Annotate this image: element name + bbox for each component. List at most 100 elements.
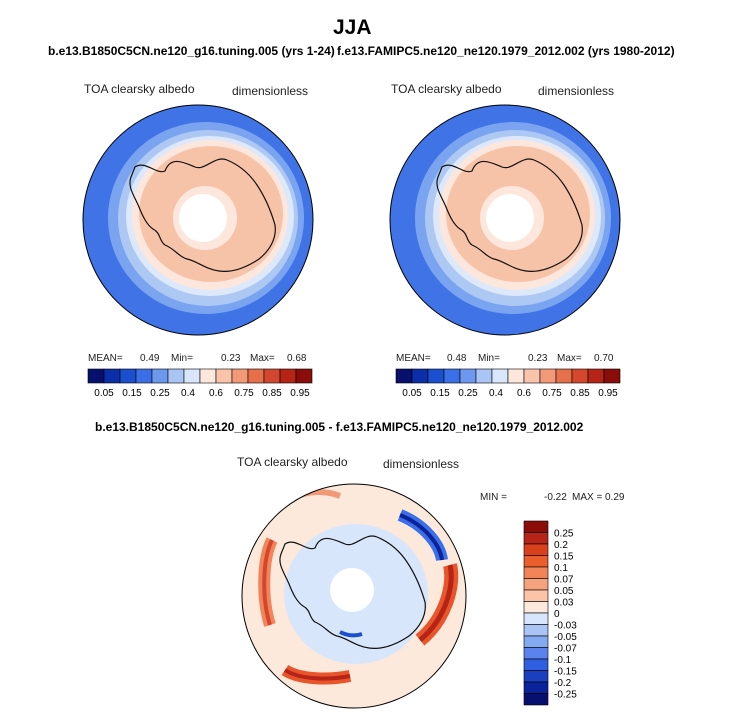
colorbar-diff-swatch [523,555,549,568]
colorbar-panel2-swatch [459,368,477,384]
colorbar-diff-swatch [523,566,549,579]
panel2-units-label: dimensionless [538,84,615,98]
colorbar-panel2-tick-label: 0.75 [542,388,562,399]
panel1-min-label: Min= [171,353,193,364]
panel3-units-label: dimensionless [383,457,460,471]
colorbar-diff: 0.250.20.150.10.070.050.030-0.03-0.05-0.… [523,520,577,706]
panel2-variable-label: TOA clearsky albedo [391,82,502,96]
colorbar-panel2-swatch [411,368,429,384]
colorbar-diff-swatch [523,670,549,683]
colorbar-panel2-swatch [587,368,605,384]
panel2-map-border [389,104,621,336]
colorbar-diff-swatch [523,589,549,602]
colorbar-diff-tick-label: -0.2 [554,678,572,689]
colorbar-diff-swatch [523,658,549,671]
diff-panel-case-title: b.e13.B1850C5CN.ne120_g16.tuning.005 - f… [95,420,584,434]
colorbar-panel1-swatch [87,368,105,384]
colorbar-panel1-swatch [215,368,233,384]
colorbar-panel1-tick-label: 0.05 [94,388,114,399]
panel1-polar-map [83,105,313,335]
colorbar-panel1-tick-label: 0.4 [181,388,195,399]
colorbar-diff-tick-label: -0.25 [554,690,577,701]
colorbar-panel2-swatch [475,368,493,384]
panel1-max-label: Max= [250,353,275,364]
colorbar-diff-tick-label: 0.2 [554,540,568,551]
colorbar-diff-tick-label: -0.15 [554,667,577,678]
panel1-map-border [82,104,314,336]
panel3-min-label: MIN = [480,492,507,503]
colorbar-panel1-swatch [103,368,121,384]
colorbar-diff-tick-label: 0.07 [554,575,574,586]
panel2-mean-value: 0.48 [447,353,467,364]
colorbar-panel1-swatch [183,368,201,384]
colorbar-panel1-swatch [263,368,281,384]
panel1-units-label: dimensionless [232,84,309,98]
panel1-mean-value: 0.49 [140,353,160,364]
colorbar-panel2-swatch [555,368,573,384]
panel2-max-value: 0.70 [594,353,614,364]
panel1-min-value: 0.23 [221,353,241,364]
colorbar-panel1-tick-label: 0.6 [209,388,223,399]
colorbar-diff-tick-label: 0.1 [554,563,568,574]
panel1-variable-label: TOA clearsky albedo [84,82,195,96]
colorbar-panel1-tick-label: 0.25 [150,388,170,399]
panel2-max-label: Max= [557,353,582,364]
panel3-diff-polar-map [242,484,466,708]
right-panel-case-title: f.e13.FAMIPC5.ne120_ne120.1979_2012.002 … [337,44,675,58]
colorbar-diff-swatch [523,543,549,556]
colorbar-diff-tick-label: -0.05 [554,632,577,643]
colorbar-diff-swatch [523,520,549,533]
colorbar-panel2-tick-label: 0.85 [570,388,590,399]
colorbar-diff-tick-label: 0 [554,609,560,620]
colorbar-panel1-swatch [199,368,217,384]
figure-title: JJA [333,16,372,39]
colorbar-panel1-tick-label: 0.85 [262,388,282,399]
colorbar-diff-swatch [523,578,549,591]
colorbar-diff-tick-label: -0.07 [554,644,577,655]
colorbar-panel1-swatch [279,368,297,384]
colorbar-panel2-tick-label: 0.6 [517,388,531,399]
panel1-mean-label: MEAN= [88,353,123,364]
colorbar-panel2-tick-label: 0.05 [402,388,422,399]
colorbar-diff-swatch [523,612,549,625]
colorbar-diff-tick-label: -0.1 [554,655,572,666]
colorbar-panel1-swatch [135,368,153,384]
panel1-max-value: 0.68 [287,353,307,364]
colorbar-panel2-swatch [491,368,509,384]
colorbar-panel1-swatch [151,368,169,384]
panel3-map-border [241,483,467,709]
panel3-variable-label: TOA clearsky albedo [237,455,348,469]
panel3-max-value: 0.29 [605,492,625,503]
colorbar-panel1-tick-label: 0.75 [234,388,254,399]
colorbar-panel1-swatch [231,368,249,384]
colorbar-panel2-tick-label: 0.4 [489,388,503,399]
colorbar-panel1: 0.05 0.15 0.25 0.4 0.6 0.75 0.85 0.95 [87,368,313,399]
colorbar-panel2-tick-label: 0.15 [430,388,450,399]
colorbar-diff-swatch [523,624,549,637]
panel2-mean-label: MEAN= [396,353,431,364]
colorbar-panel1-swatch [167,368,185,384]
colorbar-diff-swatch [523,601,549,614]
colorbar-panel1-tick-label: 0.95 [290,388,310,399]
colorbar-panel2-swatch [523,368,541,384]
colorbar-diff-swatch [523,532,549,545]
colorbar-diff-swatch [523,635,549,648]
colorbar-panel2-swatch [507,368,525,384]
colorbar-panel2-tick-label: 0.95 [598,388,618,399]
panel3-max-label: MAX = [572,492,603,503]
colorbar-diff-tick-label: 0.25 [554,529,574,540]
colorbar-panel2-swatch [571,368,589,384]
colorbar-panel2-swatch [539,368,557,384]
panel2-polar-map [390,105,620,335]
panel3-min-value: -0.22 [544,492,567,503]
colorbar-diff-swatch [523,693,549,706]
colorbar-panel2-tick-label: 0.25 [458,388,478,399]
colorbar-panel1-tick-label: 0.15 [122,388,142,399]
colorbar-panel2-swatch [427,368,445,384]
left-panel-case-title: b.e13.B1850C5CN.ne120_g16.tuning.005 (yr… [48,44,335,58]
colorbar-panel1-swatch [119,368,137,384]
colorbar-diff-swatch [523,681,549,694]
colorbar-panel2: 0.05 0.15 0.25 0.4 0.6 0.75 0.85 0.95 [395,368,621,399]
